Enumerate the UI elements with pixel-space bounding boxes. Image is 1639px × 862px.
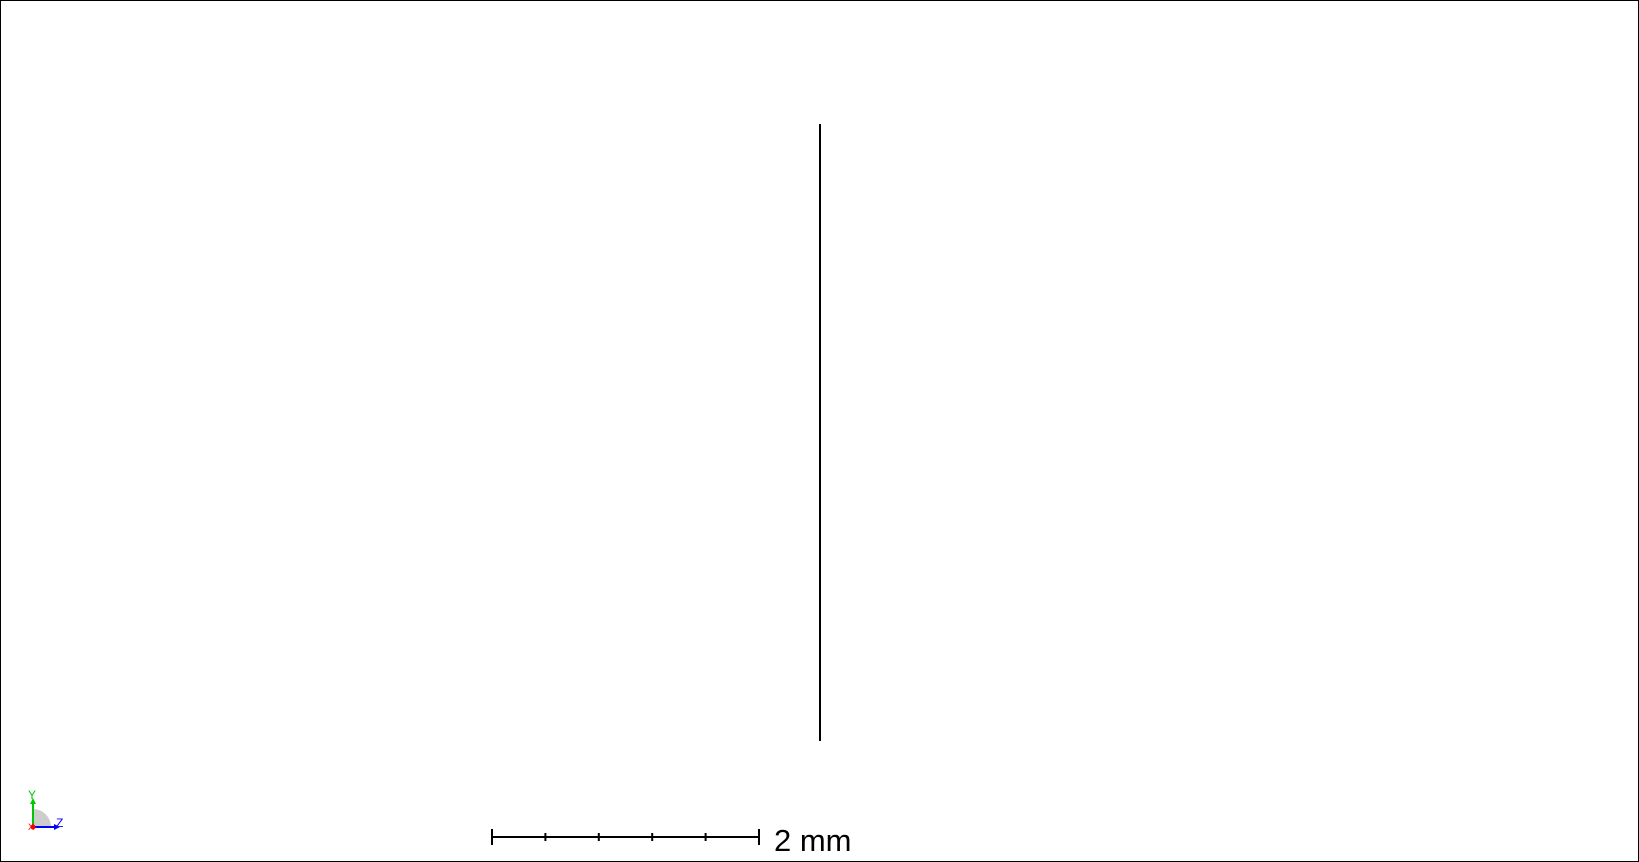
axis-triad: Y Z X [23,787,73,837]
axis-triad-graphic [30,798,60,830]
model-edge-line[interactable] [819,124,821,741]
scale-bar [491,827,761,847]
axis-label-z: Z [56,816,64,830]
axis-label-x: X [28,822,35,832]
triad-wedge [33,809,51,827]
x-axis-dot [30,824,36,830]
scale-bar-label: 2 mm [774,823,852,858]
scale-bar-graphic [491,829,760,845]
y-axis-arrowhead [30,798,36,804]
z-axis-arrowhead [54,824,60,830]
axis-label-y: Y [28,788,37,802]
